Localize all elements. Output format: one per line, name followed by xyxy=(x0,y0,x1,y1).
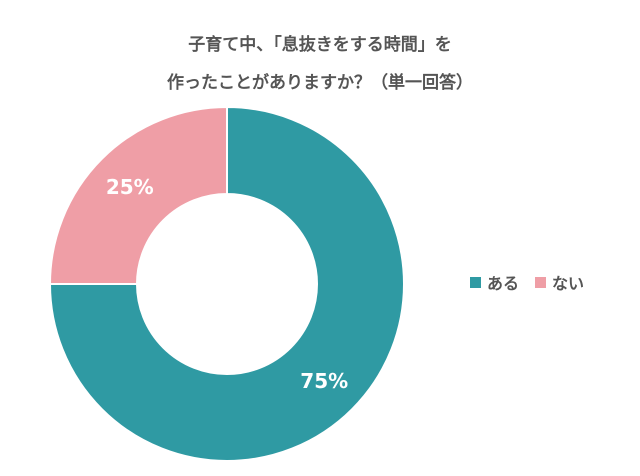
legend-swatch-nai xyxy=(535,276,547,288)
legend: ある ない xyxy=(470,270,584,294)
chart-title-line-1: 子育て中、「息抜きをする時間」を xyxy=(188,35,452,55)
legend-label-nai: ない xyxy=(552,274,585,293)
slice-label-aru: 75% xyxy=(300,369,348,393)
slice-aru xyxy=(48,105,405,462)
legend-swatch-aru xyxy=(470,276,481,288)
legend-item-aru: ある xyxy=(470,270,519,294)
legend-item-nai: ない xyxy=(535,270,584,294)
chart-title-line-2: 作ったことがありますか？（単一回答） xyxy=(167,73,473,93)
slice-label-nai: 25% xyxy=(106,175,154,199)
legend-label-aru: ある xyxy=(487,274,520,293)
slice-nai xyxy=(48,105,228,285)
